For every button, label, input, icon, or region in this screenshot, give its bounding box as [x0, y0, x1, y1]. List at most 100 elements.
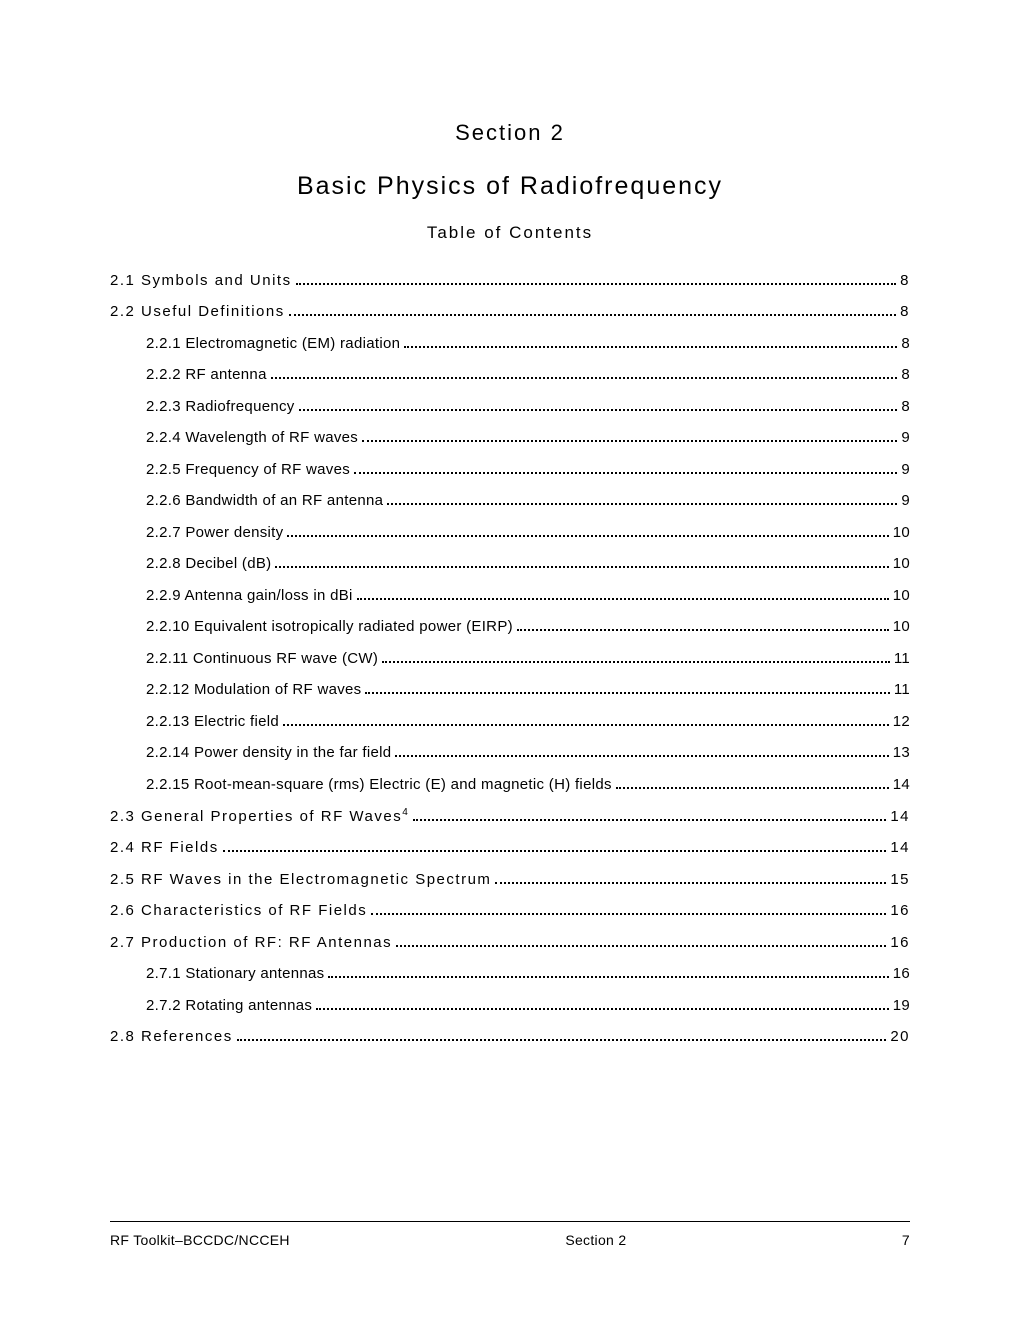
- toc-entry[interactable]: 2.6 Characteristics of RF Fields16: [110, 902, 910, 920]
- toc-entry[interactable]: 2.2.15 Root-mean-square (rms) Electric (…: [110, 775, 910, 793]
- toc-entry-page: 13: [893, 744, 910, 761]
- toc-entry[interactable]: 2.2.2 RF antenna 8: [110, 366, 910, 384]
- toc-entry-page: 9: [901, 461, 910, 478]
- toc-entry[interactable]: 2.2.3 Radiofrequency 8: [110, 397, 910, 415]
- toc-entry[interactable]: 2.2.5 Frequency of RF waves 9: [110, 460, 910, 478]
- toc-leader-dots: [316, 996, 889, 1010]
- footer-rule: [110, 1221, 910, 1222]
- document-page: Section 2 Basic Physics of Radiofrequenc…: [0, 0, 1020, 1045]
- toc-entry-label: 2.1 Symbols and Units: [110, 272, 292, 289]
- toc-entry-label: 2.2.2 RF antenna: [146, 366, 267, 383]
- toc-leader-dots: [404, 334, 897, 348]
- toc-leader-dots: [271, 366, 898, 380]
- toc-entry-page: 16: [890, 902, 910, 919]
- toc-entry[interactable]: 2.2.10 Equivalent isotropically radiated…: [110, 618, 910, 636]
- toc-entry-label: 2.3 General Properties of RF Waves4: [110, 807, 409, 825]
- toc-entry-label: 2.2.15 Root-mean-square (rms) Electric (…: [146, 776, 612, 793]
- toc-entry-label: 2.2.11 Continuous RF wave (CW): [146, 650, 378, 667]
- toc-leader-dots: [299, 397, 898, 411]
- toc-leader-dots: [287, 523, 888, 537]
- toc-entry-page: 19: [893, 997, 910, 1014]
- toc-entry-page: 10: [893, 587, 910, 604]
- toc-entry-label: 2.2 Useful Definitions: [110, 303, 285, 320]
- toc-leader-dots: [413, 807, 886, 821]
- toc-entry[interactable]: 2.2 Useful Definitions 8: [110, 303, 910, 321]
- footer-center: Section 2: [565, 1232, 626, 1248]
- toc-entry-page: 10: [893, 618, 910, 635]
- toc-leader-dots: [283, 712, 889, 726]
- toc-entry[interactable]: 2.4 RF Fields 14: [110, 839, 910, 857]
- toc-entry-label: 2.2.4 Wavelength of RF waves: [146, 429, 358, 446]
- toc-leader-dots: [357, 586, 889, 600]
- toc-entry-label: 2.2.5 Frequency of RF waves: [146, 461, 350, 478]
- toc-entry-page: 8: [901, 366, 910, 383]
- toc-entry-label: 2.7 Production of RF: RF Antennas: [110, 934, 392, 951]
- toc-entry-page: 16: [890, 934, 910, 951]
- toc-leader-dots: [365, 681, 889, 695]
- toc-entry[interactable]: 2.5 RF Waves in the Electromagnetic Spec…: [110, 870, 910, 888]
- table-of-contents: 2.1 Symbols and Units82.2 Useful Definit…: [110, 271, 910, 1045]
- toc-leader-dots: [362, 429, 897, 443]
- toc-entry-label: 2.2.12 Modulation of RF waves: [146, 681, 361, 698]
- toc-entry-label: 2.8 References: [110, 1028, 233, 1045]
- toc-entry[interactable]: 2.1 Symbols and Units 8: [110, 271, 910, 289]
- toc-entry-label: 2.2.8 Decibel (dB): [146, 555, 271, 572]
- toc-entry-page: 15: [890, 871, 910, 888]
- toc-entry[interactable]: 2.2.7 Power density 10: [110, 523, 910, 541]
- toc-entry[interactable]: 2.7.1 Stationary antennas16: [110, 965, 910, 983]
- footer-left: RF Toolkit–BCCDC/NCCEH: [110, 1232, 290, 1248]
- toc-leader-dots: [395, 744, 888, 758]
- toc-entry-page: 14: [893, 776, 910, 793]
- toc-entry[interactable]: 2.2.13 Electric field 12: [110, 712, 910, 730]
- toc-entry-page: 9: [901, 429, 910, 446]
- toc-leader-dots: [223, 839, 887, 853]
- toc-entry[interactable]: 2.8 References 20: [110, 1028, 910, 1046]
- toc-heading: Table of Contents: [110, 223, 910, 243]
- toc-entry-page: 10: [893, 524, 910, 541]
- toc-entry-page: 8: [901, 335, 910, 352]
- toc-entry[interactable]: 2.2.9 Antenna gain/loss in dBi10: [110, 586, 910, 604]
- toc-leader-dots: [382, 649, 890, 663]
- toc-entry-page: 8: [900, 272, 910, 289]
- toc-entry-label: 2.2.6 Bandwidth of an RF antenna: [146, 492, 383, 509]
- toc-leader-dots: [296, 271, 897, 285]
- footer-page-number: 7: [902, 1232, 910, 1248]
- toc-entry-label: 2.2.7 Power density: [146, 524, 283, 541]
- toc-entry-label: 2.2.1 Electromagnetic (EM) radiation: [146, 335, 400, 352]
- toc-entry-label: 2.2.14 Power density in the far field: [146, 744, 391, 761]
- toc-leader-dots: [328, 965, 888, 979]
- toc-entry-label: 2.2.3 Radiofrequency: [146, 398, 295, 415]
- toc-leader-dots: [371, 902, 886, 916]
- toc-entry[interactable]: 2.2.12 Modulation of RF waves 11: [110, 681, 910, 699]
- toc-entry[interactable]: 2.7.2 Rotating antennas 19: [110, 996, 910, 1014]
- section-title: Basic Physics of Radiofrequency: [110, 172, 910, 201]
- toc-entry-page: 11: [894, 681, 910, 698]
- toc-entry-page: 20: [890, 1028, 910, 1045]
- toc-entry-label: 2.7.1 Stationary antennas: [146, 965, 324, 982]
- toc-entry[interactable]: 2.2.8 Decibel (dB) 10: [110, 555, 910, 573]
- toc-entry-page: 8: [901, 398, 910, 415]
- toc-entry[interactable]: 2.2.1 Electromagnetic (EM) radiation 8: [110, 334, 910, 352]
- toc-leader-dots: [387, 492, 897, 506]
- page-footer: RF Toolkit–BCCDC/NCCEH Section 2 7: [110, 1221, 910, 1248]
- toc-entry-label: 2.2.13 Electric field: [146, 713, 279, 730]
- toc-entry[interactable]: 2.2.6 Bandwidth of an RF antenna 9: [110, 492, 910, 510]
- toc-entry[interactable]: 2.7 Production of RF: RF Antennas 16: [110, 933, 910, 951]
- toc-entry-label: 2.5 RF Waves in the Electromagnetic Spec…: [110, 871, 491, 888]
- toc-entry[interactable]: 2.3 General Properties of RF Waves414: [110, 807, 910, 825]
- toc-entry-page: 10: [893, 555, 910, 572]
- toc-leader-dots: [495, 870, 886, 884]
- toc-entry-page: 14: [890, 839, 910, 856]
- toc-leader-dots: [354, 460, 897, 474]
- toc-entry[interactable]: 2.2.4 Wavelength of RF waves 9: [110, 429, 910, 447]
- toc-entry-label: 2.7.2 Rotating antennas: [146, 997, 312, 1014]
- toc-leader-dots: [517, 618, 889, 632]
- toc-entry-superscript: 4: [402, 807, 409, 818]
- toc-entry-page: 9: [901, 492, 910, 509]
- toc-entry-label: 2.4 RF Fields: [110, 839, 219, 856]
- toc-entry-page: 8: [900, 303, 910, 320]
- toc-entry[interactable]: 2.2.11 Continuous RF wave (CW)11: [110, 649, 910, 667]
- toc-entry[interactable]: 2.2.14 Power density in the far field 13: [110, 744, 910, 762]
- section-number: Section 2: [110, 120, 910, 146]
- toc-entry-page: 12: [893, 713, 910, 730]
